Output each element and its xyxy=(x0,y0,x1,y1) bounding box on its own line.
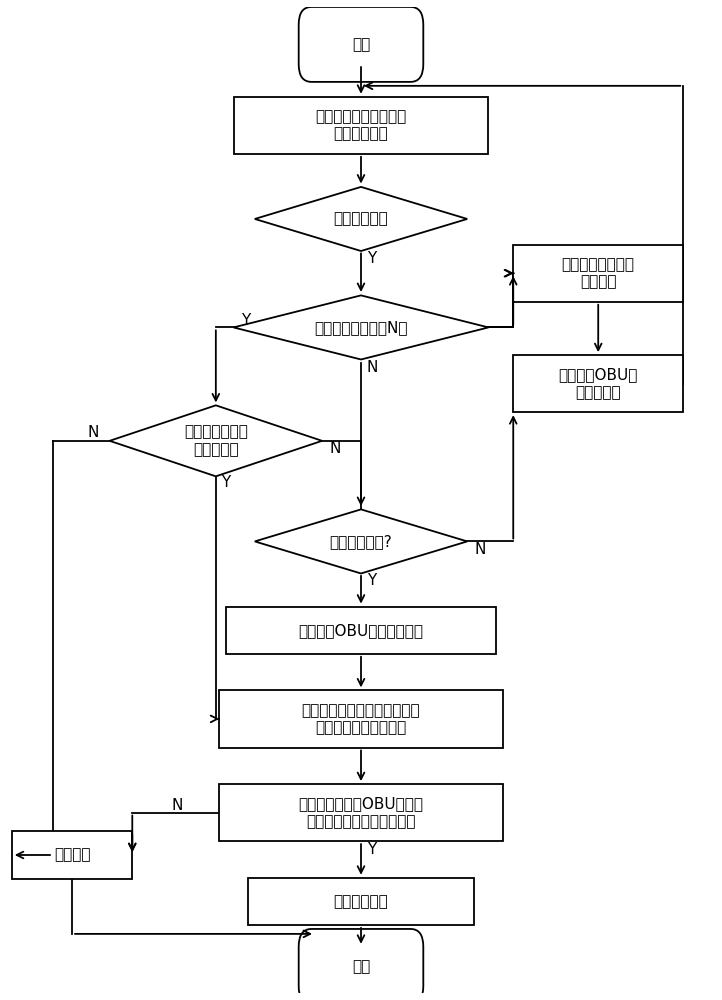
Text: Y: Y xyxy=(222,475,231,490)
Text: 抬杆放行车辆: 抬杆放行车辆 xyxy=(334,894,388,909)
Text: N: N xyxy=(367,360,378,375)
FancyBboxPatch shape xyxy=(219,784,503,841)
Text: 车主是否认可?: 车主是否认可? xyxy=(330,534,392,549)
Text: 根据计重结果或基准值，并结
合基准费率计算收费额: 根据计重结果或基准值，并结 合基准费率计算收费额 xyxy=(302,703,420,735)
FancyBboxPatch shape xyxy=(219,690,503,748)
Text: N: N xyxy=(474,542,486,557)
Text: 与基准值之差在
给定范围内: 与基准值之差在 给定范围内 xyxy=(184,425,248,457)
Text: Y: Y xyxy=(367,251,376,266)
Text: N: N xyxy=(87,425,99,440)
FancyBboxPatch shape xyxy=(233,97,489,154)
Polygon shape xyxy=(233,295,489,359)
Polygon shape xyxy=(255,187,467,251)
Text: 重新计重次数超过N次: 重新计重次数超过N次 xyxy=(314,320,408,335)
FancyBboxPatch shape xyxy=(299,7,423,82)
Text: N: N xyxy=(171,798,183,813)
Text: Y: Y xyxy=(240,313,250,328)
Polygon shape xyxy=(255,509,467,573)
Text: 引导车辆倒车退出
计重区域: 引导车辆倒车退出 计重区域 xyxy=(562,257,635,289)
Text: N: N xyxy=(329,441,341,456)
FancyBboxPatch shape xyxy=(12,831,132,879)
Text: 结束: 结束 xyxy=(352,959,370,974)
Text: 计重货车进入计重区域
进行计重处理: 计重货车进入计重区域 进行计重处理 xyxy=(316,109,406,141)
Text: Y: Y xyxy=(367,573,376,588)
FancyBboxPatch shape xyxy=(299,929,423,1000)
Text: Y: Y xyxy=(367,842,376,857)
Text: 车主按下OBU上
的拒绝按钮: 车主按下OBU上 的拒绝按钮 xyxy=(559,367,638,400)
Text: 报警提示: 报警提示 xyxy=(54,848,90,862)
FancyBboxPatch shape xyxy=(513,245,683,302)
Polygon shape xyxy=(110,405,322,476)
FancyBboxPatch shape xyxy=(227,606,495,654)
FancyBboxPatch shape xyxy=(513,355,683,412)
Text: 开始: 开始 xyxy=(352,37,370,52)
Text: 车主按下OBU上的确认按钮: 车主按下OBU上的确认按钮 xyxy=(298,623,424,638)
Text: 控制微波天线与OBU建立通
信链路，完成扣费交易处理: 控制微波天线与OBU建立通 信链路，完成扣费交易处理 xyxy=(298,796,424,829)
FancyBboxPatch shape xyxy=(248,878,474,925)
Text: 获取称重数据: 获取称重数据 xyxy=(334,211,388,226)
